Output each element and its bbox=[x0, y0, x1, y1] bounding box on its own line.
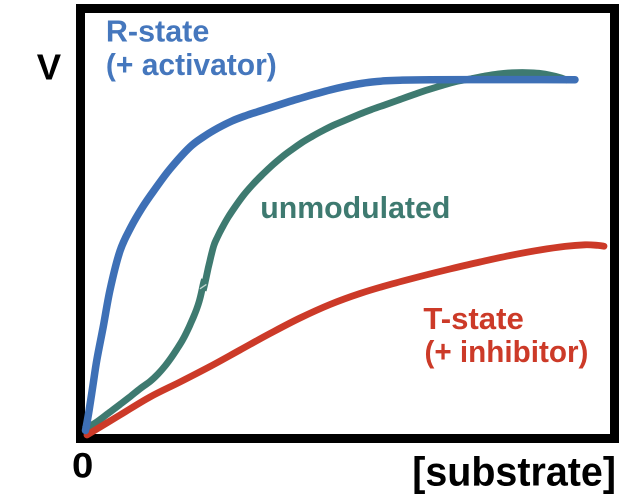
svg-text:V: V bbox=[37, 47, 62, 88]
svg-text:(+ activator): (+ activator) bbox=[106, 47, 277, 82]
svg-text:R-state: R-state bbox=[106, 14, 209, 49]
svg-text:[substrate]: [substrate] bbox=[412, 449, 616, 495]
svg-text:T-state: T-state bbox=[423, 301, 523, 336]
svg-text:(+ inhibitor): (+ inhibitor) bbox=[425, 334, 589, 369]
svg-text:0: 0 bbox=[72, 446, 93, 486]
svg-text:unmodulated: unmodulated bbox=[260, 190, 450, 225]
